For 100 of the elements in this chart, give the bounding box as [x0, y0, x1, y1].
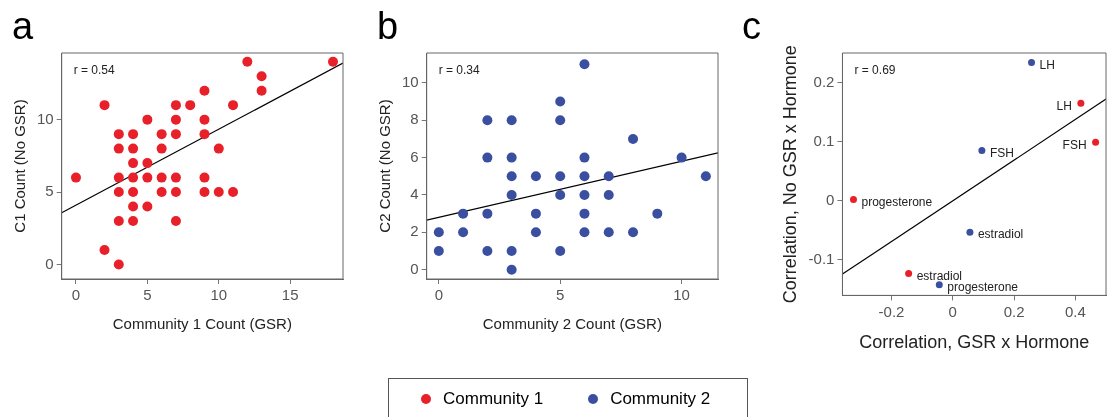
annotation: r = 0.54	[73, 63, 116, 78]
point	[113, 129, 124, 140]
y-tick-label: 0	[826, 190, 835, 208]
point	[142, 158, 153, 169]
point	[142, 172, 153, 183]
point	[555, 96, 566, 107]
y-tick-label: 0	[45, 254, 54, 272]
point	[170, 187, 181, 198]
point	[603, 227, 614, 238]
point	[256, 85, 267, 96]
point	[142, 114, 153, 125]
annotation: estradiol	[916, 268, 962, 283]
point	[700, 171, 711, 182]
x-tick-label: 0	[948, 302, 957, 320]
point	[603, 171, 614, 182]
point	[506, 245, 517, 256]
x-tick-label: 5	[556, 286, 565, 304]
point	[99, 245, 110, 256]
point	[70, 172, 81, 183]
point	[185, 100, 196, 111]
point	[156, 172, 167, 183]
point	[199, 187, 210, 198]
point	[506, 171, 517, 182]
point	[170, 216, 181, 227]
point	[199, 129, 210, 140]
y-tick-label: 4	[410, 185, 419, 203]
annotation: LH	[1039, 57, 1055, 72]
y-tick-label: 10	[402, 73, 419, 91]
point	[555, 189, 566, 200]
point	[1092, 138, 1100, 146]
point	[458, 208, 469, 219]
point	[128, 216, 139, 227]
point	[1028, 58, 1036, 66]
point	[579, 189, 590, 200]
chart-title: c	[742, 5, 761, 48]
point	[256, 71, 267, 82]
point	[628, 227, 639, 238]
point	[603, 189, 614, 200]
point	[142, 201, 153, 212]
point	[966, 228, 974, 236]
point	[935, 281, 943, 289]
point	[579, 227, 590, 238]
chart-title: a	[12, 5, 34, 48]
point	[652, 208, 663, 219]
point	[199, 114, 210, 125]
point	[555, 171, 566, 182]
point	[628, 133, 639, 144]
point	[128, 143, 139, 154]
point	[228, 187, 239, 198]
x-tick-label: 15	[281, 286, 299, 304]
y-tick-label: 0.1	[813, 131, 835, 149]
legend-label: Community 1	[443, 388, 544, 409]
y-tick-label: -0.1	[808, 250, 835, 268]
annotation: FSH	[989, 145, 1014, 160]
y-tick-label: 6	[410, 147, 419, 165]
x-axis-title: Community 1 Count (GSR)	[112, 315, 292, 333]
annotation: LH	[1056, 98, 1072, 113]
point	[482, 115, 493, 126]
annotation: r = 0.69	[854, 63, 896, 78]
y-tick-label: 2	[410, 222, 419, 240]
point	[213, 187, 224, 198]
point	[433, 227, 444, 238]
y-tick-label: 8	[410, 110, 419, 128]
annotation: FSH	[1062, 137, 1087, 152]
point	[128, 201, 139, 212]
point	[849, 196, 857, 204]
point	[228, 100, 239, 111]
point	[113, 143, 124, 154]
point	[530, 171, 541, 182]
point	[579, 59, 590, 70]
point	[170, 172, 181, 183]
y-tick-label: 5	[45, 182, 54, 200]
y-tick-label: 0.2	[813, 72, 835, 90]
point	[506, 115, 517, 126]
point	[1077, 99, 1085, 107]
legend-label: Community 2	[610, 388, 711, 409]
y-tick-label: 0	[410, 259, 419, 277]
point	[506, 264, 517, 275]
point	[128, 129, 139, 140]
y-axis-title: C2 Count (No GSR)	[376, 99, 394, 233]
point	[242, 56, 253, 67]
x-axis-title: Correlation, GSR x Hormone	[859, 332, 1090, 353]
point	[433, 245, 444, 256]
annotation: progesterone	[861, 194, 933, 209]
x-axis-title: Community 2 Count (GSR)	[482, 315, 662, 333]
point	[555, 245, 566, 256]
point	[156, 143, 167, 154]
x-tick-label: -0.2	[878, 302, 905, 320]
point	[482, 208, 493, 219]
point	[555, 115, 566, 126]
point	[676, 152, 687, 163]
point	[128, 187, 139, 198]
x-tick-label: 10	[673, 286, 690, 304]
point	[113, 172, 124, 183]
x-tick-label: 10	[210, 286, 228, 304]
point	[128, 172, 139, 183]
point	[113, 216, 124, 227]
point	[156, 129, 167, 140]
x-tick-label: 0	[434, 286, 443, 304]
y-tick-label: 10	[37, 109, 54, 127]
